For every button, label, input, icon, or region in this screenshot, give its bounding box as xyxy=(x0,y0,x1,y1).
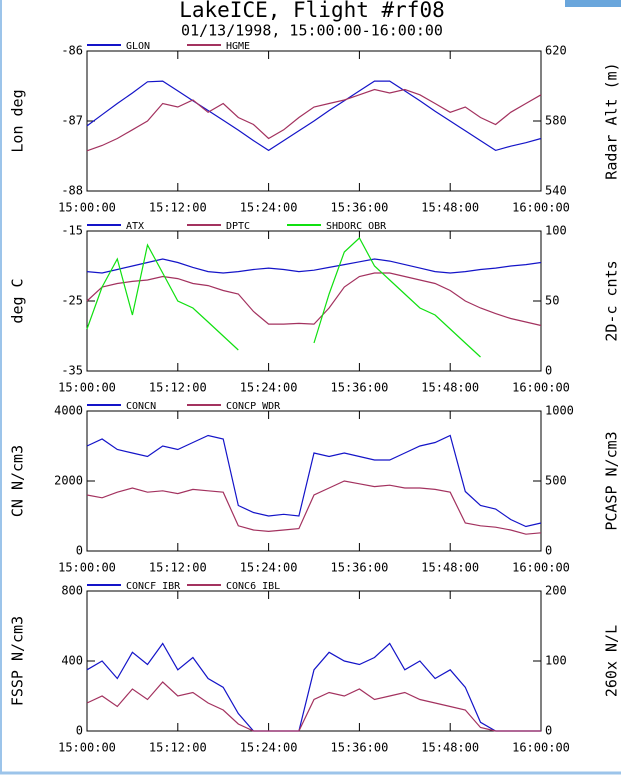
x-tick-label: 16:00:00 xyxy=(512,741,570,755)
legend-label: HGME xyxy=(226,41,250,52)
y-tick-label: -25 xyxy=(61,294,83,308)
y-axis-label: FSSP N/cm3 xyxy=(9,616,27,706)
series-line xyxy=(86,237,481,358)
y-tick-label: -87 xyxy=(61,114,83,128)
y-axis-label: CN N/cm3 xyxy=(9,445,27,517)
y-tick-label: 2000 xyxy=(54,474,83,488)
x-tick-label: 15:48:00 xyxy=(421,561,479,575)
x-tick-label: 16:00:00 xyxy=(512,381,570,395)
y2-tick-label: 0 xyxy=(545,364,552,378)
x-tick-label: 15:36:00 xyxy=(331,201,389,215)
y2-tick-label: 50 xyxy=(545,294,559,308)
x-tick-label: 15:36:00 xyxy=(331,381,389,395)
y2-tick-label: 1000 xyxy=(545,404,574,418)
x-tick-label: 15:48:00 xyxy=(421,381,479,395)
x-tick-label: 15:00:00 xyxy=(58,561,116,575)
y2-axis-label: PCASP N/cm3 xyxy=(603,431,621,530)
legend-label: CONCF_IBR xyxy=(126,581,181,592)
x-tick-label: 15:12:00 xyxy=(149,381,207,395)
y2-tick-label: 100 xyxy=(545,224,567,238)
y-axis-label: deg C xyxy=(9,278,27,323)
x-tick-label: 15:24:00 xyxy=(240,561,298,575)
series-line xyxy=(86,681,541,732)
legend-label: DPTC xyxy=(226,221,250,232)
x-tick-label: 15:48:00 xyxy=(421,741,479,755)
x-tick-label: 16:00:00 xyxy=(512,201,570,215)
y2-axis-label: 260x N/L xyxy=(603,625,621,697)
legend-label: CONCP_WDR xyxy=(226,401,281,412)
x-tick-label: 15:00:00 xyxy=(58,741,116,755)
x-tick-label: 15:36:00 xyxy=(331,741,389,755)
y-tick-label: 800 xyxy=(61,584,83,598)
y2-tick-label: 500 xyxy=(545,474,567,488)
y-tick-label: 400 xyxy=(61,654,83,668)
x-tick-label: 15:00:00 xyxy=(58,381,116,395)
y2-tick-label: 100 xyxy=(545,654,567,668)
y-tick-label: -86 xyxy=(61,44,83,58)
corner-box xyxy=(565,0,621,7)
y-tick-label: -35 xyxy=(61,364,83,378)
subtitle: 01/13/1998, 15:00:00-16:00:00 xyxy=(181,22,443,40)
x-tick-label: 15:48:00 xyxy=(421,201,479,215)
x-tick-label: 15:00:00 xyxy=(58,201,116,215)
legend-label: CONC6_IBL xyxy=(226,581,280,592)
y-tick-label: 0 xyxy=(76,544,83,558)
legend-label: SHDORC_OBR xyxy=(326,221,387,232)
series-line xyxy=(86,258,542,274)
y-tick-label: -88 xyxy=(61,184,83,198)
x-tick-label: 15:12:00 xyxy=(149,741,207,755)
series-line xyxy=(86,434,542,528)
y2-axis-label: Radar Alt (m) xyxy=(603,62,621,179)
x-tick-label: 15:24:00 xyxy=(240,201,298,215)
x-tick-label: 15:24:00 xyxy=(240,381,298,395)
y2-tick-label: 620 xyxy=(545,44,567,58)
y2-tick-label: 540 xyxy=(545,184,567,198)
y2-tick-label: 0 xyxy=(545,544,552,558)
series-line xyxy=(86,480,542,535)
y-tick-label: 0 xyxy=(76,724,83,738)
y2-tick-label: 580 xyxy=(545,114,567,128)
x-tick-label: 15:24:00 xyxy=(240,741,298,755)
y-axis-label: Lon deg xyxy=(9,89,27,152)
legend-label: ATX xyxy=(126,221,144,232)
y-tick-label: -15 xyxy=(61,224,83,238)
y2-tick-label: 200 xyxy=(545,584,567,598)
y2-tick-label: 0 xyxy=(545,724,552,738)
series-line xyxy=(86,80,542,152)
x-tick-label: 15:12:00 xyxy=(149,201,207,215)
y-tick-label: 4000 xyxy=(54,404,83,418)
x-tick-label: 15:12:00 xyxy=(149,561,207,575)
title: LakeICE, Flight #rf08 xyxy=(179,0,445,22)
series-line xyxy=(86,88,542,152)
legend-label: CONCN xyxy=(126,401,156,412)
y2-axis-label: 2D-c cnts xyxy=(603,260,621,341)
legend-label: GLON xyxy=(126,41,150,52)
series-line xyxy=(86,272,542,327)
x-tick-label: 15:36:00 xyxy=(331,561,389,575)
series-line xyxy=(86,642,541,732)
x-tick-label: 16:00:00 xyxy=(512,561,570,575)
